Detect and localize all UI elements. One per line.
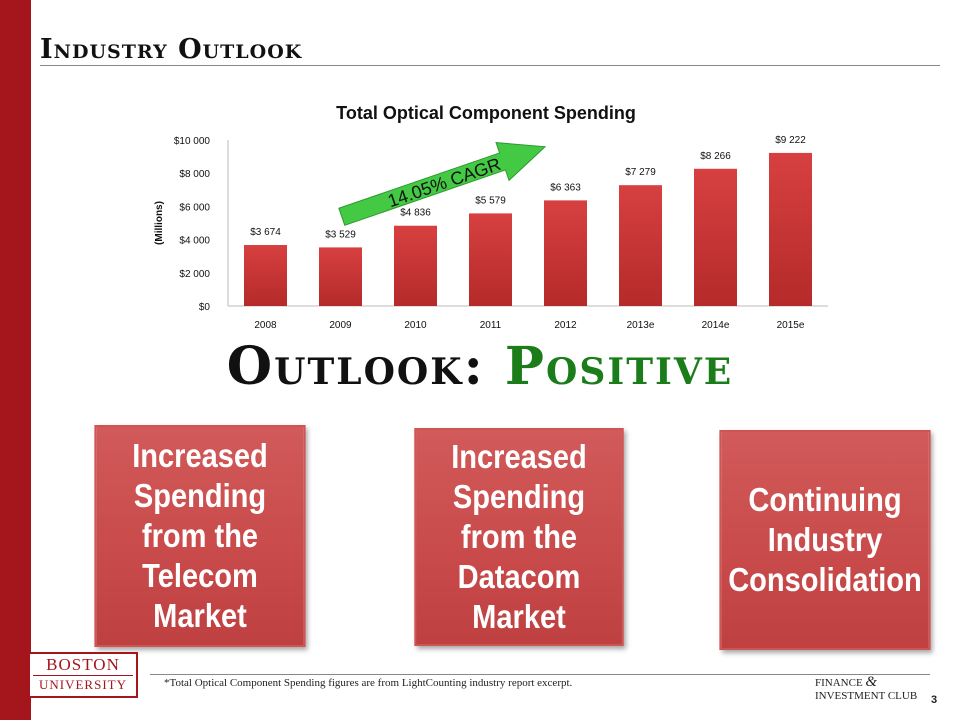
y-tick-label: $8 000 — [179, 169, 210, 180]
y-tick-label: $2 000 — [179, 269, 210, 280]
finance-investment-club-logo: FINANCE & INVESTMENT CLUB — [815, 674, 918, 703]
consolidation-box: Continuing Industry Consolidation — [719, 430, 931, 650]
y-axis-label: (Millions) — [154, 201, 165, 245]
x-tick-label: 2010 — [404, 320, 427, 331]
bu-logo-line2: UNIVERSITY — [39, 677, 127, 692]
club-logo-line1: FINANCE — [815, 677, 863, 689]
y-tick-label: $10 000 — [174, 136, 211, 147]
bar — [619, 185, 662, 306]
x-tick-label: 2008 — [254, 320, 277, 331]
telecom-spending-box: Increased Spending from the Telecom Mark… — [94, 425, 306, 647]
chart-title: Total Optical Component Spending — [336, 103, 636, 123]
outlook-heading: Outlook: Positive — [0, 336, 960, 397]
y-tick-label: $0 — [199, 302, 211, 313]
slide-title: Industry Outlook — [40, 34, 303, 65]
outlook-value: Positive — [504, 336, 734, 397]
bar — [319, 247, 362, 306]
x-tick-label: 2013e — [627, 320, 655, 331]
box-text: Increased Spending from the Telecom Mark… — [132, 437, 268, 634]
x-tick-label: 2009 — [329, 320, 352, 331]
bar-value-label: $3 674 — [250, 227, 281, 238]
bar-value-label: $8 266 — [700, 151, 731, 162]
bar-value-label: $7 279 — [625, 167, 656, 178]
y-tick-label: $6 000 — [179, 202, 210, 213]
bar-value-label: $3 529 — [325, 229, 356, 240]
bar-value-label: $6 363 — [550, 182, 581, 193]
footnote-divider — [150, 674, 930, 675]
bar — [394, 225, 437, 306]
box-text: Continuing Industry Consolidation — [728, 481, 922, 598]
bar-value-label: $4 836 — [400, 208, 431, 219]
cagr-arrow: 14.05% CAGR — [338, 141, 547, 226]
page-number: 3 — [931, 694, 938, 706]
outlook-label: Outlook: — [226, 336, 505, 397]
club-logo-line2: INVESTMENT CLUB — [815, 690, 918, 702]
boston-university-logo: BOSTON UNIVERSITY — [28, 652, 138, 698]
x-tick-label: 2014e — [702, 320, 730, 331]
bu-logo-line1: BOSTON — [33, 655, 133, 676]
bar-value-label: $9 222 — [775, 135, 806, 146]
bar — [769, 152, 812, 306]
bar-value-label: $5 579 — [475, 195, 506, 206]
club-logo-amp: & — [865, 674, 878, 690]
title-divider — [40, 65, 940, 66]
left-accent-bar — [0, 0, 31, 720]
box-text: Increased Spending from the Datacom Mark… — [451, 438, 587, 635]
x-tick-label: 2011 — [480, 320, 502, 331]
y-tick-label: $4 000 — [179, 236, 210, 247]
footnote: *Total Optical Component Spending figure… — [164, 677, 573, 689]
spending-bar-chart: Total Optical Component Spending (Millio… — [154, 103, 828, 331]
datacom-spending-box: Increased Spending from the Datacom Mark… — [414, 428, 624, 646]
x-tick-label: 2015e — [777, 320, 805, 331]
x-tick-label: 2012 — [554, 320, 577, 331]
bar — [544, 200, 587, 306]
bar — [694, 168, 737, 306]
bar — [244, 245, 287, 306]
bar — [469, 213, 512, 306]
